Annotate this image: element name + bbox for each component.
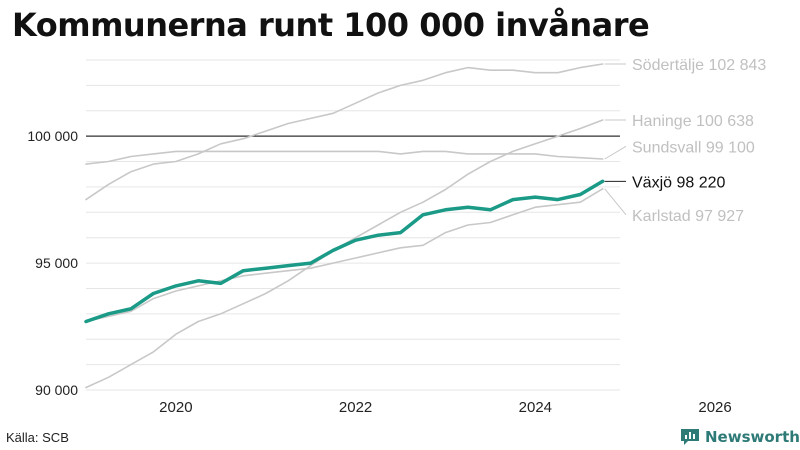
source-note: Källa: SCB xyxy=(6,430,69,445)
series-label-växjö: Växjö 98 220 xyxy=(632,174,726,191)
chart-title: Kommunerna runt 100 000 invånare xyxy=(12,6,650,44)
y-tick-label: 100 000 xyxy=(27,128,78,144)
series-labels: Södertälje 102 843 Haninge 100 638 Sundsva… xyxy=(604,57,766,225)
series-label-sundsvall: Sundsvall 99 100 xyxy=(632,139,755,156)
series-lines xyxy=(84,63,605,389)
x-tick-label: 2026 xyxy=(698,399,731,416)
y-tick-label: 95 000 xyxy=(35,255,78,271)
series-line-växjö xyxy=(84,179,605,324)
series-line-sundsvall xyxy=(85,150,604,165)
y-tick-label: 90 000 xyxy=(35,382,78,398)
series-line-karlstad xyxy=(85,188,604,323)
label-connector xyxy=(604,188,627,216)
x-tick-label: 2022 xyxy=(339,399,372,416)
bar-chart-icon xyxy=(681,429,699,445)
series-label-södertälje: Södertälje 102 843 xyxy=(632,57,766,74)
series-label-haninge: Haninge 100 638 xyxy=(632,113,754,130)
series-label-karlstad: Karlstad 97 927 xyxy=(632,208,744,225)
series-line-södertälje xyxy=(85,63,604,201)
x-tick-label: 2020 xyxy=(159,399,192,416)
brand-name: Newsworthy xyxy=(705,428,800,446)
gridlines xyxy=(86,59,620,391)
brand-logo: Newsworthy xyxy=(680,428,800,446)
x-tick-label: 2024 xyxy=(519,399,552,416)
axis-ticks: 90 000 95 000 100 000 2020 2022 2024 2026 xyxy=(27,128,731,416)
series-line-haninge xyxy=(85,119,604,389)
label-connector xyxy=(604,145,627,160)
